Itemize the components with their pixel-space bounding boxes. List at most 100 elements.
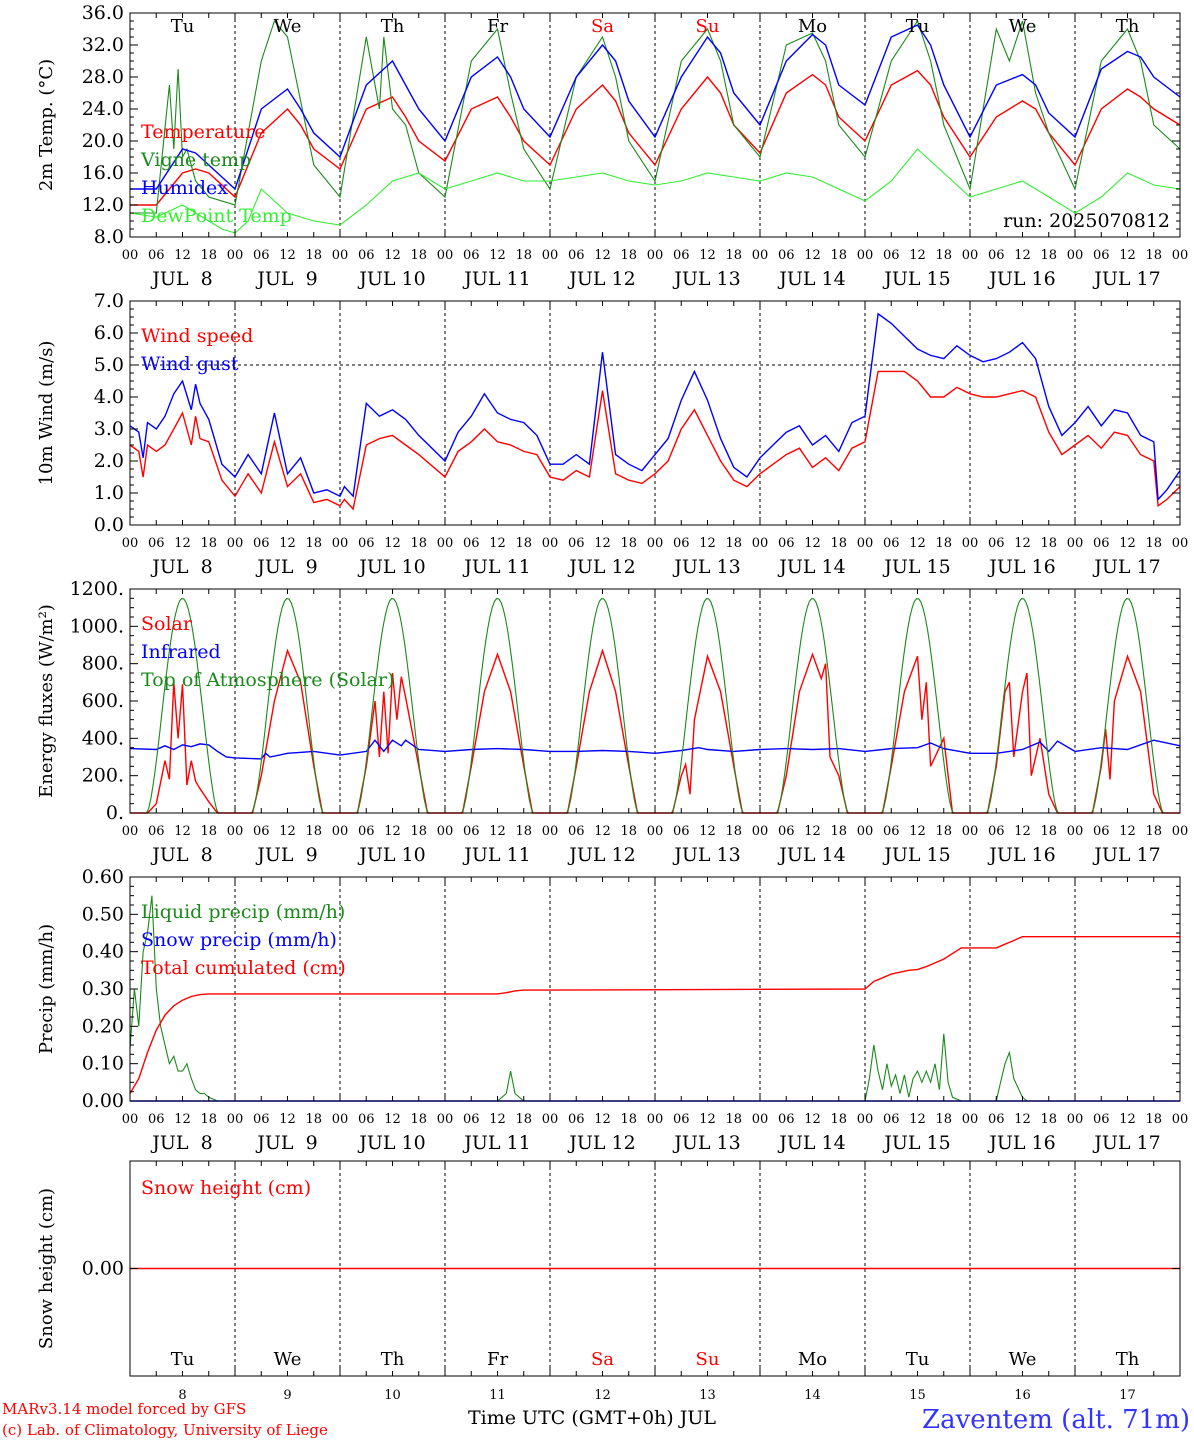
hour-tick-label: 00 [962,248,979,263]
hour-tick-label: 18 [515,1112,532,1127]
hour-tick-label: 12 [384,248,401,263]
hour-tick-label: 00 [122,824,139,839]
y-tick-label: 0.60 [82,866,124,888]
hour-tick-label: 12 [489,536,506,551]
x-axis-title: Time UTC (GMT+0h) JUL [468,1407,716,1429]
y-tick-label: 600. [82,690,124,712]
hour-tick-label: 12 [804,824,821,839]
hour-tick-label: 00 [962,536,979,551]
hour-tick-label: 06 [778,1112,795,1127]
data-layer [129,19,1181,1270]
series-line-wind-0 [129,370,1181,511]
hour-tick-label: 06 [673,824,690,839]
hour-tick-label: 18 [830,536,847,551]
weekday-label: We [274,16,302,37]
day-label: JUL 16 [987,1132,1055,1154]
y-tick-label: 2.0 [94,450,124,472]
weekday-label: Tu [171,16,195,37]
hour-tick-label: 18 [935,1112,952,1127]
y-tick-label: 32.0 [82,34,124,56]
hour-tick-label: 06 [988,1112,1005,1127]
hour-tick-label: 12 [1014,1112,1031,1127]
y-tick-label: 6.0 [94,322,124,344]
day-label: JUL 11 [462,268,530,290]
weekday-label: Th [381,16,405,37]
day-number-label: 12 [594,1388,611,1403]
hour-tick-label: 00 [437,1112,454,1127]
hour-tick-label: 00 [1067,248,1084,263]
y-tick-label: 0.40 [82,941,124,963]
hour-tick-label: 06 [673,1112,690,1127]
hour-tick-label: 06 [568,824,585,839]
lab-credit: (c) Lab. of Climatology, University of L… [2,1421,328,1439]
hour-tick-label: 00 [542,248,559,263]
day-number-label: 14 [804,1388,821,1403]
frame-layer [129,12,1181,1377]
hour-tick-label: 12 [174,536,191,551]
y-tick-label: 0.30 [82,978,124,1000]
hour-tick-label: 18 [725,824,742,839]
y-tick-label: 0.00 [82,1258,124,1280]
day-number-label: 8 [178,1388,186,1403]
hour-tick-label: 00 [542,1112,559,1127]
weekday-label: Mo [798,1349,827,1370]
day-number-label: 16 [1014,1388,1031,1403]
hour-tick-label: 00 [227,536,244,551]
y-tick-label: 24.0 [82,98,124,120]
hour-tick-label: 18 [935,536,952,551]
day-label: JUL 13 [672,268,740,290]
hour-tick-label: 06 [778,824,795,839]
weekday-label: Su [696,1349,720,1370]
hour-tick-label: 06 [988,536,1005,551]
y-tick-label: 0.0 [94,514,124,536]
legend-entry: Wind speed [141,325,253,347]
hour-tick-label: 00 [542,824,559,839]
hour-tick-label: 06 [253,1112,270,1127]
y-tick-label: 800. [82,653,124,675]
day-label: JUL 16 [987,844,1055,866]
hour-tick-label: 06 [778,536,795,551]
hour-tick-label: 12 [594,1112,611,1127]
hour-tick-label: 18 [200,248,217,263]
y-tick-label: 7.0 [94,290,124,312]
hour-tick-label: 00 [857,824,874,839]
hour-tick-label: 12 [279,248,296,263]
day-label: JUL 17 [1092,844,1160,866]
hour-tick-label: 06 [883,824,900,839]
panel-frame [129,588,1181,814]
hour-tick-label: 12 [699,824,716,839]
hour-tick-label: 06 [568,248,585,263]
hour-tick-label: 00 [542,536,559,551]
hour-tick-label: 12 [174,248,191,263]
weekday-label: Tu [906,16,930,37]
hour-tick-label: 12 [489,248,506,263]
hour-tick-label: 06 [148,824,165,839]
hour-tick-label: 18 [515,248,532,263]
hour-tick-label: 06 [1093,536,1110,551]
day-label: JUL 13 [672,1132,740,1154]
y-tick-label: 0.00 [82,1090,124,1112]
hour-tick-label: 06 [988,824,1005,839]
hour-tick-label: 00 [857,536,874,551]
y-tick-label: 4.0 [94,386,124,408]
hour-tick-label: 12 [699,1112,716,1127]
hour-tick-label: 12 [279,824,296,839]
hour-tick-label: 12 [384,536,401,551]
legend-entry: Temperature [141,121,265,143]
hour-tick-label: 18 [305,824,322,839]
hour-tick-label: 18 [305,1112,322,1127]
hour-tick-label: 00 [332,1112,349,1127]
day-label: JUL 8 [150,268,212,290]
hour-tick-label: 06 [1093,248,1110,263]
hour-tick-label: 12 [174,824,191,839]
hour-tick-label: 00 [647,1112,664,1127]
day-number-label: 13 [699,1388,716,1403]
hour-tick-label: 18 [410,1112,427,1127]
y-axis-label: Precip (mm/h) [36,924,57,1054]
hour-tick-label: 06 [1093,1112,1110,1127]
hour-tick-label: 18 [830,1112,847,1127]
hour-tick-label: 12 [804,536,821,551]
hour-tick-label: 06 [673,248,690,263]
hour-tick-label: 06 [358,536,375,551]
